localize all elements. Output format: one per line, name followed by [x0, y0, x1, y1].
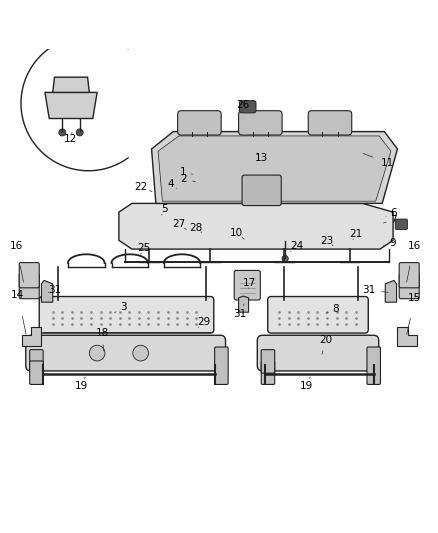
Text: 22: 22: [134, 182, 147, 192]
Polygon shape: [119, 204, 393, 249]
FancyBboxPatch shape: [240, 101, 256, 113]
Text: 2: 2: [180, 174, 187, 183]
FancyBboxPatch shape: [234, 270, 260, 300]
Text: 10: 10: [230, 228, 243, 238]
Text: 8: 8: [332, 304, 339, 314]
Text: 6: 6: [390, 208, 396, 218]
FancyBboxPatch shape: [367, 347, 381, 384]
FancyBboxPatch shape: [30, 350, 43, 373]
FancyBboxPatch shape: [395, 219, 407, 230]
FancyBboxPatch shape: [268, 296, 368, 333]
FancyBboxPatch shape: [242, 175, 281, 206]
FancyBboxPatch shape: [30, 361, 43, 384]
Text: 4: 4: [167, 179, 173, 189]
Text: 24: 24: [290, 240, 303, 251]
Polygon shape: [397, 327, 417, 346]
FancyBboxPatch shape: [261, 350, 275, 373]
Text: 16: 16: [10, 240, 23, 251]
FancyBboxPatch shape: [308, 111, 352, 135]
Text: 31: 31: [48, 286, 61, 295]
Text: 3: 3: [120, 302, 127, 312]
Polygon shape: [42, 280, 53, 302]
FancyBboxPatch shape: [26, 335, 226, 371]
Polygon shape: [152, 132, 397, 204]
Text: 29: 29: [197, 317, 210, 327]
Text: 25: 25: [138, 243, 151, 253]
Text: 13: 13: [255, 152, 268, 163]
Text: 16: 16: [407, 240, 420, 251]
Text: 7: 7: [390, 215, 396, 225]
FancyBboxPatch shape: [399, 263, 419, 288]
Polygon shape: [158, 136, 391, 201]
Polygon shape: [22, 327, 42, 346]
Polygon shape: [45, 92, 97, 118]
Text: 26: 26: [237, 100, 250, 110]
Text: 31: 31: [233, 309, 247, 319]
Text: 19: 19: [74, 381, 88, 391]
Text: 9: 9: [390, 238, 396, 248]
FancyBboxPatch shape: [39, 296, 214, 333]
Text: 31: 31: [363, 286, 376, 295]
FancyBboxPatch shape: [19, 263, 39, 288]
FancyBboxPatch shape: [19, 273, 39, 298]
Text: 11: 11: [381, 158, 395, 168]
Text: 20: 20: [319, 335, 332, 345]
Text: 14: 14: [11, 290, 25, 300]
FancyBboxPatch shape: [239, 111, 282, 135]
Polygon shape: [53, 77, 89, 92]
Text: 5: 5: [161, 204, 168, 214]
Text: 27: 27: [172, 219, 186, 229]
FancyBboxPatch shape: [261, 361, 275, 384]
FancyBboxPatch shape: [178, 111, 221, 135]
Circle shape: [282, 256, 288, 262]
FancyBboxPatch shape: [399, 273, 419, 298]
Text: 28: 28: [190, 223, 203, 233]
Text: 19: 19: [300, 381, 313, 391]
Circle shape: [133, 345, 148, 361]
FancyBboxPatch shape: [257, 335, 379, 371]
Polygon shape: [239, 296, 249, 312]
Circle shape: [76, 129, 83, 136]
Text: 17: 17: [243, 278, 256, 288]
Text: 23: 23: [320, 236, 334, 246]
Text: 18: 18: [96, 328, 109, 337]
Circle shape: [59, 129, 66, 136]
Text: 12: 12: [64, 134, 77, 144]
Text: 21: 21: [350, 229, 363, 239]
Text: 1: 1: [180, 167, 187, 176]
FancyBboxPatch shape: [215, 347, 228, 384]
Polygon shape: [385, 280, 396, 302]
Text: 15: 15: [408, 293, 421, 303]
Circle shape: [89, 345, 105, 361]
